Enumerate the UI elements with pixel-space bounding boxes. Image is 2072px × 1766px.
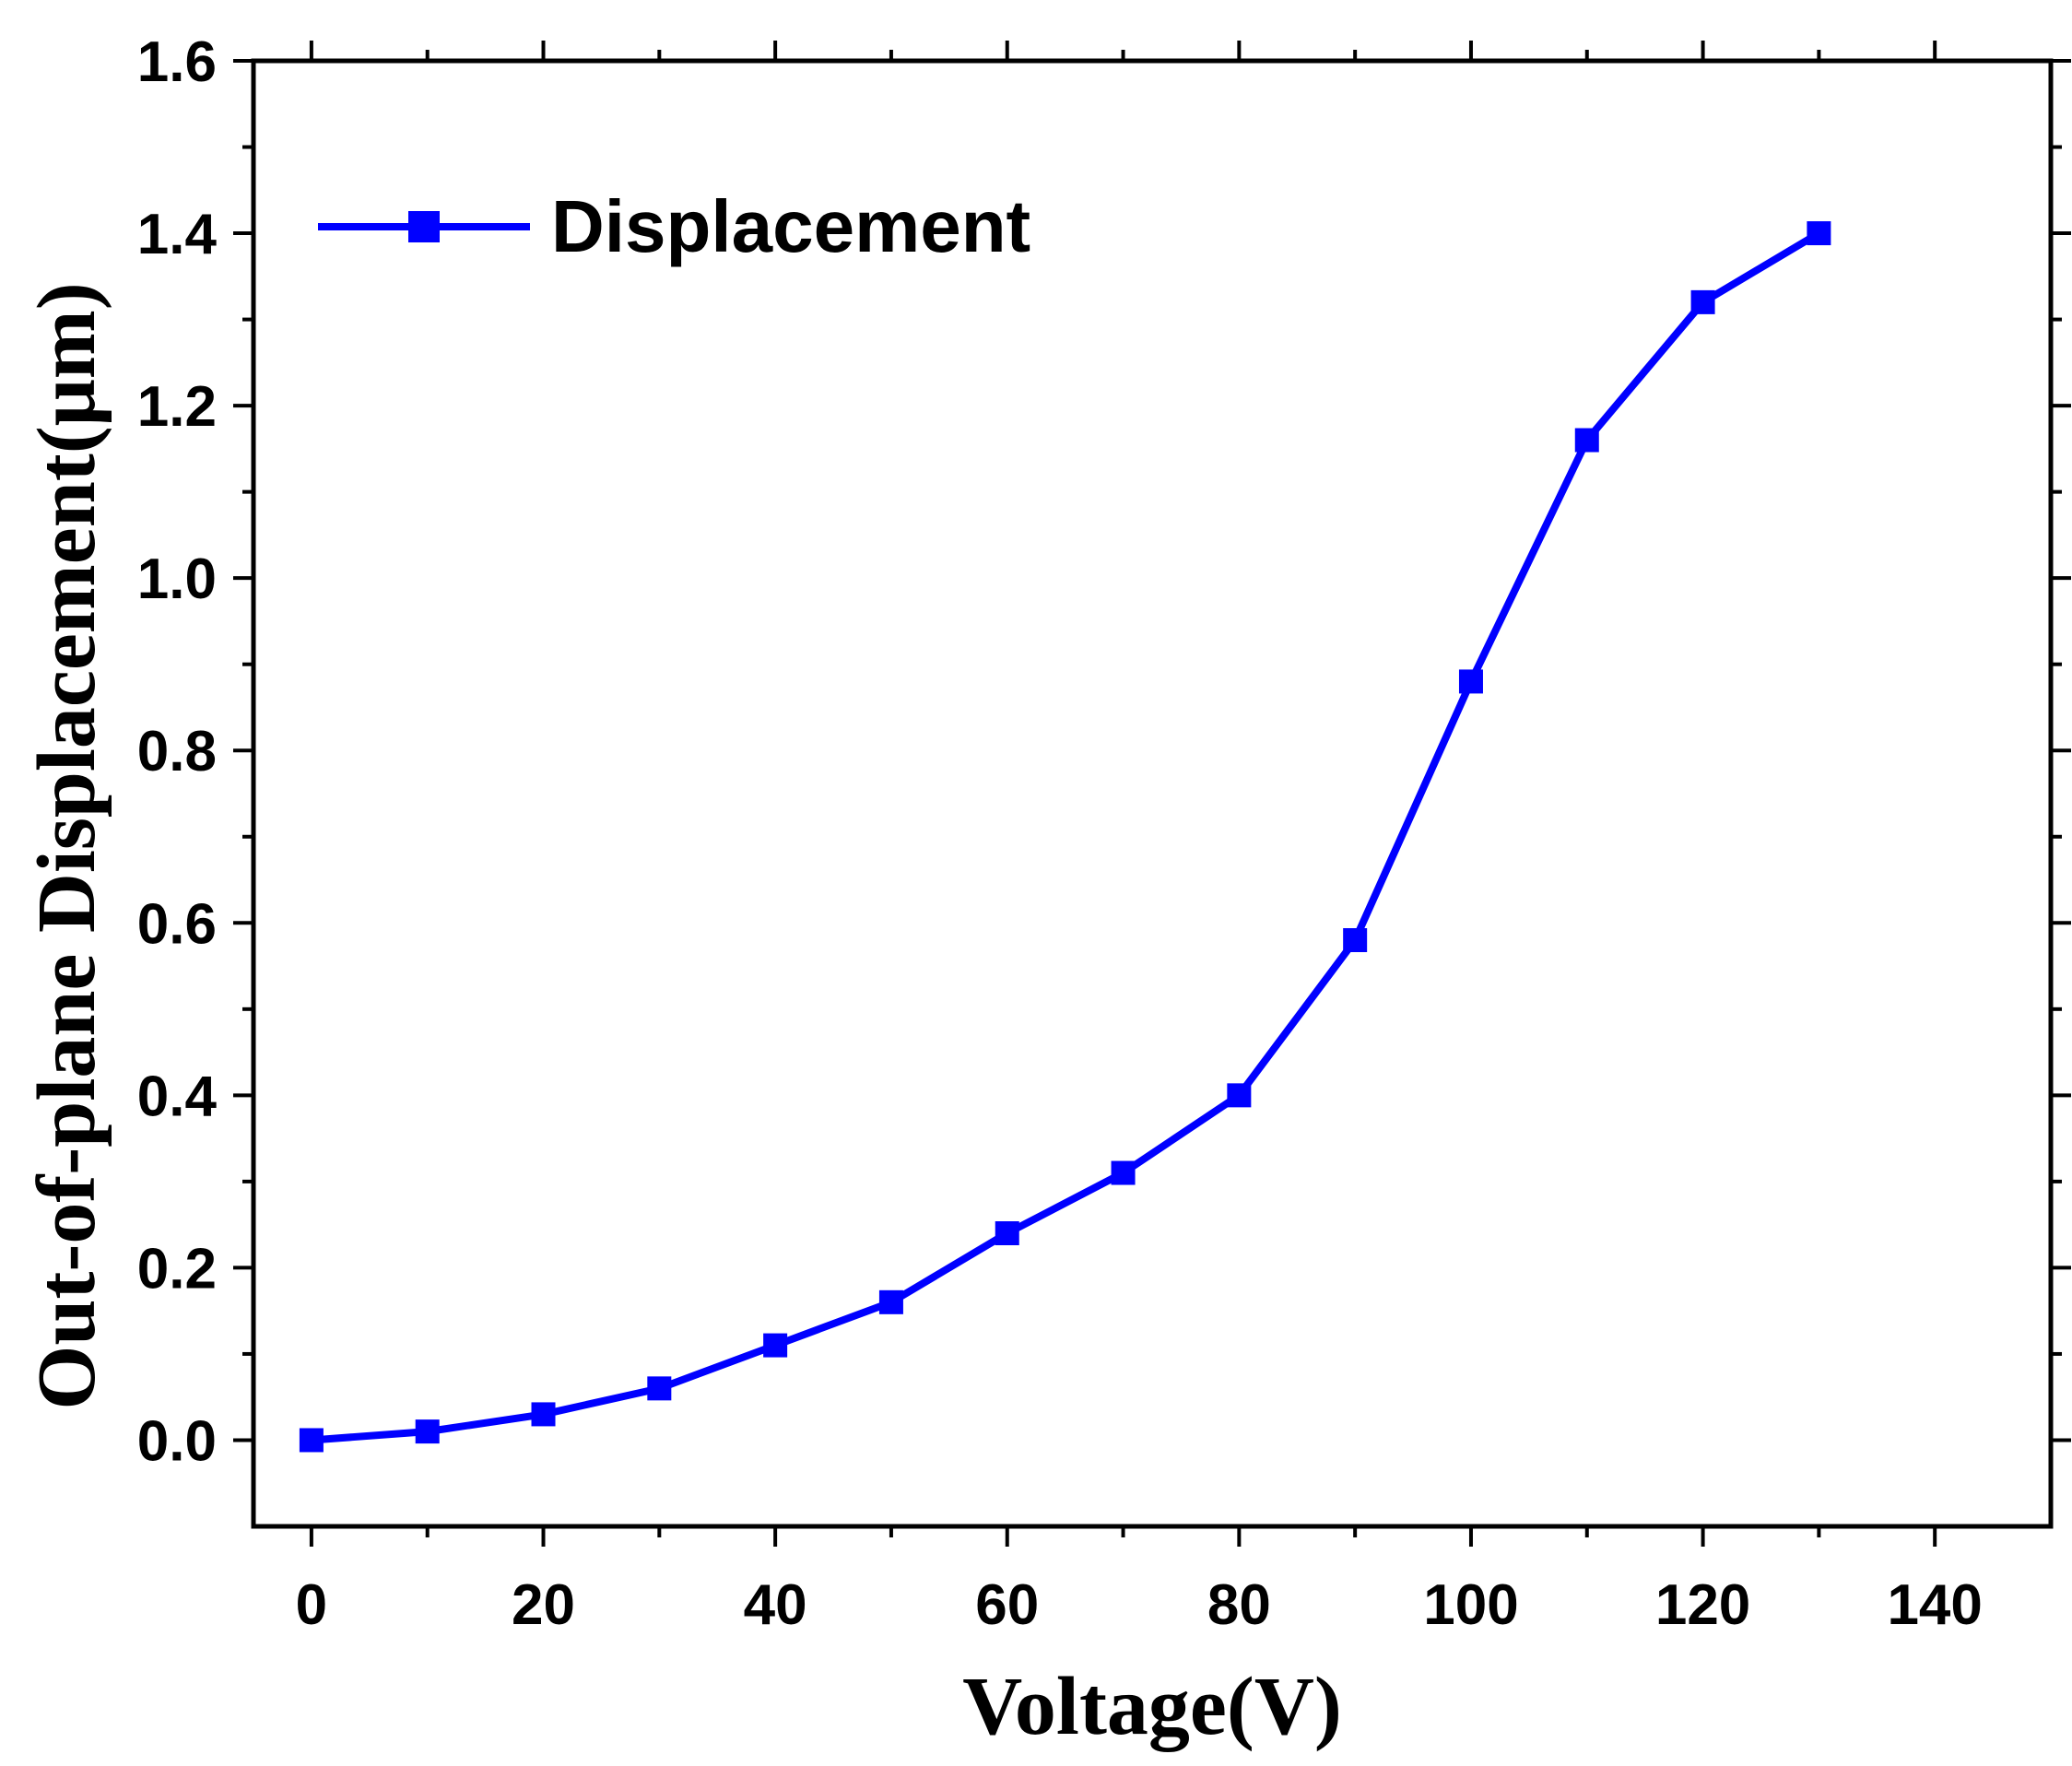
x-tick-label: 60	[975, 1573, 1039, 1637]
x-axis-title: Voltage(V)	[962, 1661, 1342, 1752]
y-tick-label: 0.4	[137, 1065, 218, 1128]
axis-ticks	[233, 41, 2071, 1547]
data-point	[1574, 428, 1599, 453]
y-tick-label: 1.2	[137, 375, 217, 439]
x-tick-label: 0	[296, 1573, 327, 1637]
data-point	[995, 1221, 1019, 1245]
series-line	[311, 230, 1821, 1444]
x-tick-label: 100	[1423, 1573, 1518, 1637]
y-tick-label: 0.0	[137, 1409, 217, 1473]
data-point	[1458, 669, 1483, 694]
y-tick-label: 1.6	[137, 30, 217, 94]
legend-label: Displacement	[551, 185, 1030, 267]
data-point	[531, 1402, 556, 1427]
x-tick-label: 120	[1655, 1573, 1750, 1637]
data-point	[763, 1333, 788, 1358]
data-point	[415, 1419, 440, 1444]
legend-marker	[408, 211, 440, 242]
data-point	[1690, 289, 1715, 314]
y-axis-title: Out-of-plane Displacement(μm)	[21, 282, 112, 1409]
x-tick-label: 20	[512, 1573, 575, 1637]
data-point	[1111, 1160, 1136, 1185]
x-tick-label: 80	[1207, 1573, 1271, 1637]
y-tick-label: 0.6	[137, 892, 217, 956]
x-tick-label: 40	[744, 1573, 807, 1637]
x-tick-label: 140	[1887, 1573, 1982, 1637]
y-tick-label: 0.2	[137, 1237, 217, 1301]
y-tick-label: 1.4	[137, 203, 218, 266]
legend: Displacement	[318, 185, 1030, 267]
plot-frame	[251, 58, 2054, 1529]
y-tick-label: 1.0	[137, 547, 217, 611]
data-point	[1227, 1083, 1252, 1108]
data-point	[878, 1289, 903, 1314]
data-point	[1807, 221, 1831, 246]
data-point	[1343, 928, 1368, 952]
y-tick-label: 0.8	[137, 720, 217, 783]
data-point	[299, 1428, 324, 1453]
series-layer	[299, 221, 1831, 1453]
data-point	[647, 1376, 672, 1401]
tick-labels: 0 20 40 60 80 100 120 140 0.0 0.2 0.4 0.6 0.8 1.0 1.2 1…	[137, 30, 1983, 1637]
